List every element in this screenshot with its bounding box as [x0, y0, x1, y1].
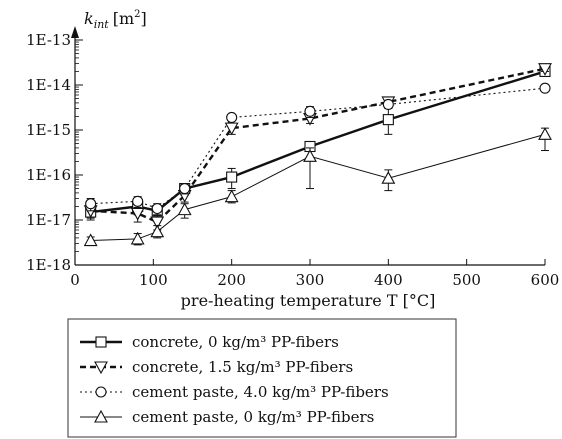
data-point: [224, 122, 239, 136]
data-point: [224, 189, 239, 203]
data-point: [177, 202, 192, 216]
legend-label: concrete, 1.5 kg/m³ PP-fibers: [132, 358, 353, 376]
series-2: [85, 82, 551, 216]
legend-label: cement paste, 4.0 kg/m³ PP-fibers: [132, 383, 389, 401]
x-tick-label: 600: [531, 271, 560, 289]
legend-label: concrete, 0 kg/m³ PP-fibers: [132, 333, 339, 351]
series-line: [90, 87, 546, 210]
x-tick-label: 300: [296, 271, 325, 289]
x-tick-label: 200: [217, 271, 246, 289]
data-point: [226, 171, 238, 183]
series-line: [90, 67, 546, 224]
x-tick-label: 500: [452, 271, 481, 289]
data-point: [539, 82, 551, 94]
ticks: 0 100 200 300 400 500 600 1E-18 1E-17 1E-16 1E-15 1…: [26, 31, 559, 289]
data-point: [303, 149, 317, 162]
legend: concrete, 0 kg/m³ PP-fibers concrete, 1.5…: [67, 318, 457, 438]
y-tick-label: 1E-18: [26, 256, 71, 274]
series-layer: [83, 63, 552, 247]
data-point: [151, 202, 163, 215]
data-point: [538, 127, 552, 140]
y-axis-label-sub: int: [94, 18, 110, 31]
data-point: [130, 207, 145, 221]
data-point: [382, 98, 394, 110]
y-axis-label-unit-sup: 2: [134, 9, 140, 20]
data-point: [130, 231, 145, 245]
legend-marker: [95, 336, 107, 348]
y-tick-label: 1E-15: [26, 121, 71, 139]
data-point: [538, 63, 552, 76]
series-line: [90, 70, 546, 214]
legend-marker: [95, 386, 107, 398]
y-axis-arrow: [71, 26, 79, 38]
data-point: [382, 114, 394, 126]
series-0: [85, 65, 551, 221]
legend-label: cement paste, 0 kg/m³ PP-fibers: [132, 408, 374, 426]
legend-marker: [94, 361, 108, 375]
x-tick-label: 0: [70, 271, 80, 289]
data-point: [304, 105, 316, 117]
legend-box: [67, 318, 457, 438]
legend-marker: [94, 409, 108, 423]
y-axis-label: kint [m2]: [84, 9, 147, 31]
y-axis-label-unit: [m: [113, 9, 134, 28]
y-tick-label: 1E-14: [26, 76, 71, 94]
y-axis-label-unit-close: ]: [141, 9, 147, 28]
data-point: [85, 198, 97, 210]
x-tick-label: 400: [374, 271, 403, 289]
data-point: [226, 111, 238, 124]
y-tick-label: 1E-16: [26, 166, 71, 184]
data-point: [132, 195, 144, 207]
y-tick-label: 1E-17: [26, 211, 71, 229]
data-point: [83, 233, 98, 247]
y-axis-label-var: k: [84, 9, 94, 28]
series-3: [83, 127, 552, 247]
data-point: [179, 182, 191, 195]
y-tick-label: 1E-13: [26, 31, 71, 49]
x-axis-label: pre-heating temperature T [°C]: [181, 291, 436, 310]
data-point: [381, 171, 396, 184]
data-point: [150, 224, 165, 238]
x-tick-label: 100: [139, 271, 168, 289]
series-line: [90, 133, 546, 242]
data-point: [150, 216, 165, 230]
